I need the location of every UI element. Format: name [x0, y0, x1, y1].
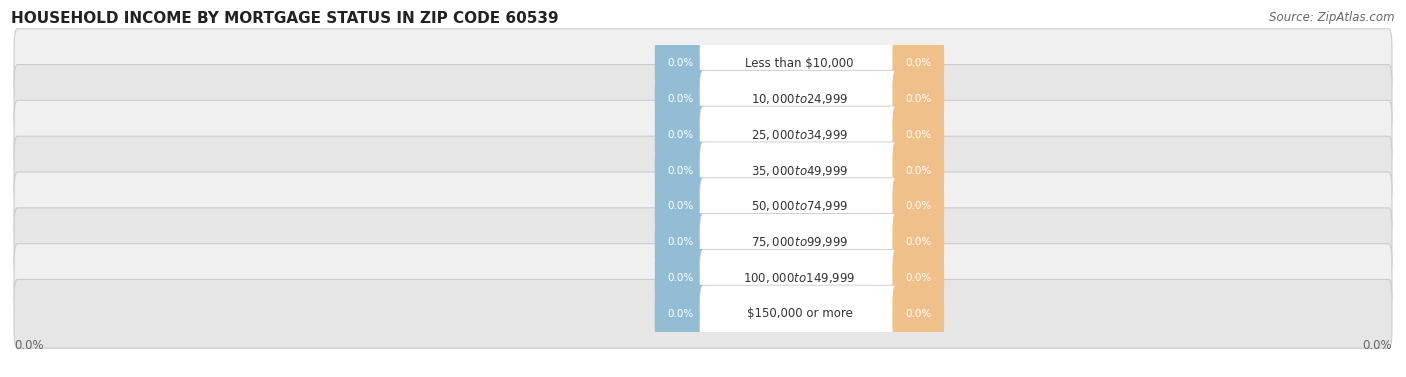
- Text: $75,000 to $99,999: $75,000 to $99,999: [751, 235, 848, 249]
- FancyBboxPatch shape: [700, 178, 900, 235]
- FancyBboxPatch shape: [893, 142, 945, 199]
- Text: 0.0%: 0.0%: [668, 273, 693, 283]
- FancyBboxPatch shape: [14, 100, 1392, 169]
- FancyBboxPatch shape: [700, 250, 900, 307]
- Text: 0.0%: 0.0%: [1362, 339, 1392, 352]
- FancyBboxPatch shape: [655, 34, 706, 92]
- Text: 0.0%: 0.0%: [668, 201, 693, 211]
- FancyBboxPatch shape: [893, 213, 945, 271]
- Text: 0.0%: 0.0%: [905, 130, 931, 140]
- Text: 0.0%: 0.0%: [668, 237, 693, 247]
- Text: 0.0%: 0.0%: [905, 237, 931, 247]
- Text: $10,000 to $24,999: $10,000 to $24,999: [751, 92, 848, 106]
- FancyBboxPatch shape: [893, 34, 945, 92]
- FancyBboxPatch shape: [14, 136, 1392, 205]
- Text: 0.0%: 0.0%: [668, 58, 693, 68]
- FancyBboxPatch shape: [893, 70, 945, 128]
- Text: Source: ZipAtlas.com: Source: ZipAtlas.com: [1270, 11, 1395, 24]
- Text: 0.0%: 0.0%: [905, 94, 931, 104]
- FancyBboxPatch shape: [655, 249, 706, 307]
- Text: $25,000 to $34,999: $25,000 to $34,999: [751, 128, 848, 142]
- FancyBboxPatch shape: [700, 142, 900, 199]
- FancyBboxPatch shape: [14, 244, 1392, 313]
- Text: 0.0%: 0.0%: [14, 339, 44, 352]
- Text: 0.0%: 0.0%: [905, 273, 931, 283]
- Text: 0.0%: 0.0%: [668, 130, 693, 140]
- FancyBboxPatch shape: [700, 106, 900, 164]
- Text: $35,000 to $49,999: $35,000 to $49,999: [751, 164, 848, 178]
- Text: Less than $10,000: Less than $10,000: [745, 57, 853, 70]
- Text: 0.0%: 0.0%: [905, 201, 931, 211]
- FancyBboxPatch shape: [14, 29, 1392, 98]
- FancyBboxPatch shape: [655, 178, 706, 235]
- FancyBboxPatch shape: [893, 249, 945, 307]
- Text: 0.0%: 0.0%: [668, 94, 693, 104]
- Text: $100,000 to $149,999: $100,000 to $149,999: [744, 271, 856, 285]
- FancyBboxPatch shape: [893, 178, 945, 235]
- Text: HOUSEHOLD INCOME BY MORTGAGE STATUS IN ZIP CODE 60539: HOUSEHOLD INCOME BY MORTGAGE STATUS IN Z…: [11, 11, 558, 26]
- FancyBboxPatch shape: [893, 106, 945, 164]
- FancyBboxPatch shape: [14, 208, 1392, 277]
- FancyBboxPatch shape: [14, 279, 1392, 348]
- Text: $50,000 to $74,999: $50,000 to $74,999: [751, 199, 848, 213]
- FancyBboxPatch shape: [14, 172, 1392, 241]
- Text: 0.0%: 0.0%: [905, 58, 931, 68]
- FancyBboxPatch shape: [700, 214, 900, 271]
- FancyBboxPatch shape: [700, 70, 900, 128]
- FancyBboxPatch shape: [700, 35, 900, 92]
- Text: 0.0%: 0.0%: [905, 166, 931, 176]
- FancyBboxPatch shape: [655, 142, 706, 199]
- Text: $150,000 or more: $150,000 or more: [747, 307, 852, 320]
- Text: 0.0%: 0.0%: [905, 309, 931, 319]
- Text: 0.0%: 0.0%: [668, 309, 693, 319]
- FancyBboxPatch shape: [700, 285, 900, 343]
- FancyBboxPatch shape: [14, 64, 1392, 133]
- FancyBboxPatch shape: [655, 70, 706, 128]
- FancyBboxPatch shape: [655, 285, 706, 343]
- FancyBboxPatch shape: [655, 213, 706, 271]
- Text: 0.0%: 0.0%: [668, 166, 693, 176]
- FancyBboxPatch shape: [655, 106, 706, 164]
- FancyBboxPatch shape: [893, 285, 945, 343]
